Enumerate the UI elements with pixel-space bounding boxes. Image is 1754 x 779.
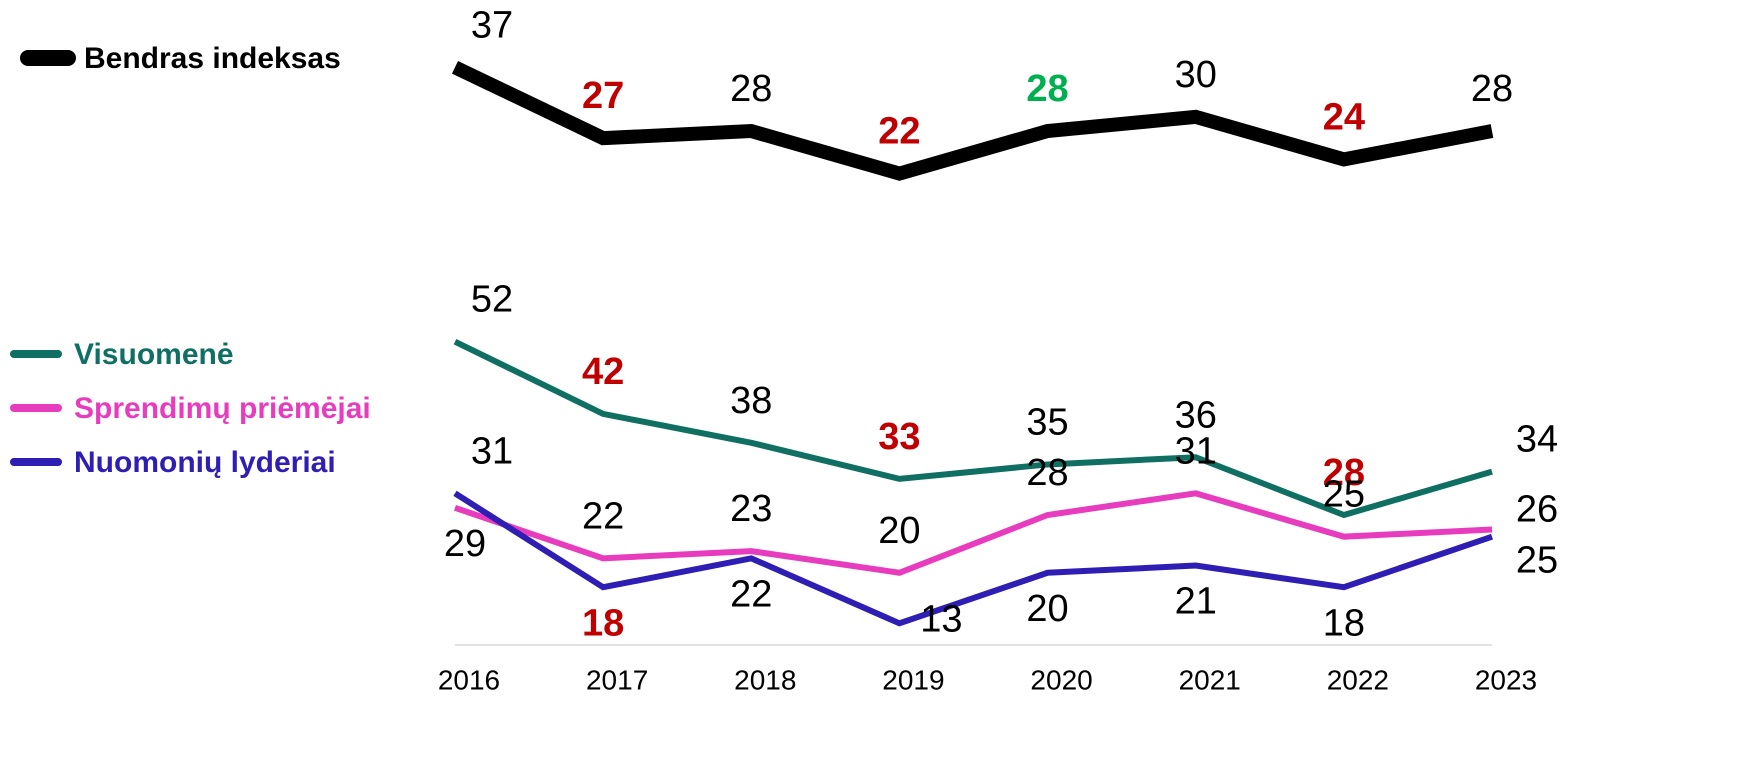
x-tick-label: 2018: [734, 664, 796, 695]
x-tick-label: 2016: [438, 664, 500, 695]
data-label: 28: [730, 68, 772, 110]
data-label: 22: [730, 573, 772, 615]
data-label: 22: [582, 495, 624, 537]
data-label: 52: [471, 279, 513, 321]
data-label: 28: [1323, 452, 1365, 494]
data-label: 28: [1026, 452, 1068, 494]
data-label: 29: [444, 523, 486, 565]
data-label: 42: [582, 351, 624, 393]
data-label: 27: [582, 75, 624, 117]
data-label: 20: [878, 510, 920, 552]
x-tick-label: 2017: [586, 664, 648, 695]
data-label: 31: [1175, 430, 1217, 472]
data-label: 30: [1175, 54, 1217, 96]
legend-label: Bendras indeksas: [84, 42, 341, 75]
data-label: 36: [1175, 394, 1217, 436]
data-label: 28: [1471, 68, 1513, 110]
data-line: [453, 490, 1493, 627]
x-tick-label: 2020: [1030, 664, 1092, 695]
legend-label: Nuomonių lyderiai: [74, 446, 336, 479]
data-label: 18: [1323, 602, 1365, 644]
data-label: 34: [1516, 419, 1558, 461]
x-tick-label: 2023: [1475, 664, 1537, 695]
x-tick-label: 2021: [1179, 664, 1241, 695]
x-tick-label: 2019: [882, 664, 944, 695]
data-label: 28: [1026, 68, 1068, 110]
data-line: [451, 60, 1494, 181]
data-label: 18: [582, 602, 624, 644]
data-label: 38: [730, 380, 772, 422]
data-label: 20: [1026, 588, 1068, 630]
data-line: [454, 490, 1493, 576]
legend-label: Visuomenė: [74, 338, 234, 371]
data-line: [453, 338, 1493, 519]
data-label: 22: [878, 111, 920, 153]
data-label: 24: [1323, 96, 1365, 138]
data-label: 21: [1175, 581, 1217, 623]
x-tick-label: 2022: [1327, 664, 1389, 695]
legend-label: Sprendimų priėmėjai: [74, 392, 371, 425]
data-label: 26: [1516, 488, 1558, 530]
data-label: 23: [730, 488, 772, 530]
data-label: 25: [1516, 540, 1558, 582]
data-label: 33: [878, 416, 920, 458]
data-label: 31: [471, 430, 513, 472]
data-label: 35: [1026, 401, 1068, 443]
data-label: 25: [1323, 474, 1365, 516]
data-label: 37: [471, 4, 513, 46]
data-label: 13: [920, 598, 962, 640]
